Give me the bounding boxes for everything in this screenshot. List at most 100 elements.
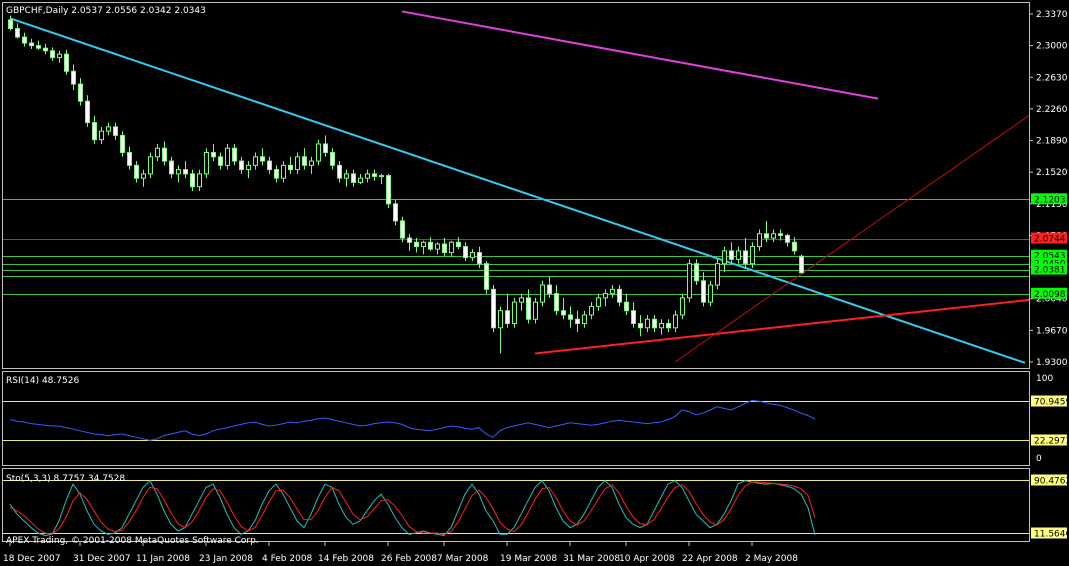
rsi-indicator: 70.9459 22.2973 100 0 [3,374,1069,464]
candle-body [505,310,510,325]
candle-body [743,250,748,265]
candle-body [134,164,139,179]
level-label-box [1031,287,1067,299]
candle-body [85,100,90,124]
trendline-magenta-line [401,10,879,100]
candle-body [78,83,83,102]
candle-body [449,241,454,254]
candle-body [596,297,601,307]
candle-body [764,233,769,239]
candle-body [547,284,552,295]
time-tick-label: 31 Mar 2008 [563,554,620,564]
candle-body [15,28,20,38]
time-tick-label: 2 May 2008 [745,554,798,564]
time-tick-label: 23 Jan 2008 [199,554,253,564]
candle-body [519,297,524,303]
horizontal-levels [3,199,1029,295]
candle-body [197,173,202,188]
stoch-panel-frame [2,468,1030,542]
candle-body [435,243,440,250]
candle-body [575,318,580,325]
candle-body [407,237,412,243]
trendline-cyan-downtrend [9,17,1026,364]
candle-body [36,45,41,49]
candle-body [589,305,594,316]
candle-body [393,203,398,222]
candle-body [358,177,363,183]
stoch-main-line [9,479,816,537]
price-tick-label: 2.1520 [1036,168,1068,178]
candle-body [344,173,349,179]
candle-body [799,255,804,274]
time-tick-label: 22 Apr 2008 [682,554,738,564]
price-tick-label: 2.1150 [1036,200,1068,210]
candle-body [701,280,706,303]
candle-body [778,233,783,236]
candle-body [715,263,720,286]
candle-body [463,246,468,259]
level-label-box [1031,263,1067,275]
level-label-box [1031,249,1067,261]
rsi-level-box [1031,395,1067,407]
candle-body [687,263,692,299]
trendlines [9,10,1029,364]
price-tick-label: 2.3000 [1036,42,1068,52]
candle-body [239,160,244,171]
rsi-panel-frame [2,371,1030,466]
price-tick-label: 1.9670 [1036,326,1068,336]
candle-body [141,173,146,179]
candle-body [162,147,167,162]
candle-body [750,246,755,265]
candle-body [246,164,251,171]
main-panel-frame [2,2,1030,369]
rsi-level-label: 70.9459 [1034,398,1069,408]
candle-body [785,234,790,243]
candle-body [169,160,174,175]
candle-body [92,122,97,141]
candle-body [666,323,671,329]
candle-body [372,173,377,177]
rsi-tick-label: 100 [1036,374,1053,384]
candle-body [442,243,447,254]
level-label-text: 2.0543 [1034,252,1066,262]
candle-body [526,297,531,320]
candle-body [561,310,566,316]
candle-body [729,250,734,260]
candle-body [379,175,384,178]
candle-body [421,241,426,248]
candle-body [491,288,496,329]
candle-body [659,323,664,329]
candle-body [295,156,300,171]
stoch-level-box [1031,527,1067,539]
main-chart-title: GBPCHF,Daily 2.0537 2.0556 2.0342 2.0343 [6,6,206,16]
trendline-darkred-channel [674,114,1029,363]
candle-body [652,318,657,329]
candle-body [106,126,111,132]
candlesticks [8,15,804,354]
price-tick-label: 2.3370 [1036,10,1068,20]
candle-body [736,250,741,260]
candle-body [50,50,55,59]
candle-body [673,314,678,329]
candle-body [484,263,489,290]
candle-body [204,152,209,175]
candle-body [610,288,615,295]
candle-body [792,241,797,252]
level-label-box [1031,193,1067,205]
price-tick-label: 2.1890 [1036,137,1068,147]
candle-body [113,126,118,136]
stoch-level-label: 11.5646 [1034,530,1069,540]
candle-body [22,36,27,44]
rsi-level-box [1031,434,1067,446]
candle-body [414,241,419,248]
time-tick-label: 14 Feb 2008 [318,554,374,564]
candle-body [477,252,482,265]
level-label-box [1031,257,1067,269]
price-tick-label: 2.0040 [1036,295,1068,305]
candle-body [99,130,104,141]
candle-body [722,250,727,265]
watermark: APEX Trading, © 2001-2008 MetaQuotes Sof… [6,536,259,546]
candle-body [183,169,188,175]
